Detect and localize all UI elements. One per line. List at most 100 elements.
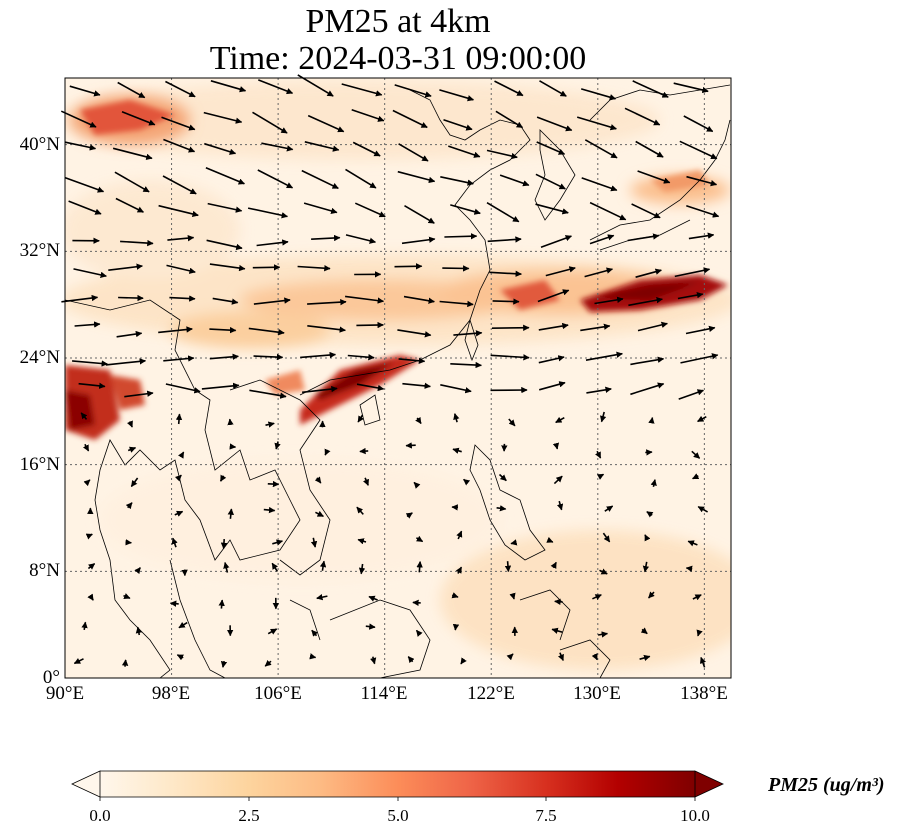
- wind-arrow: [555, 416, 565, 424]
- wind-arrow: [219, 474, 227, 482]
- wind-arrow: [494, 80, 524, 97]
- map-title-line1: PM25 at 4km: [305, 3, 491, 40]
- wind-arrow: [220, 539, 228, 550]
- wind-arrow: [451, 592, 459, 599]
- wind-arrow: [580, 323, 611, 332]
- colorbar-gradient: [100, 771, 695, 797]
- lat-tick-8n: 8°N: [29, 560, 60, 581]
- wind-arrow: [80, 412, 88, 420]
- wind-arrow: [161, 116, 196, 131]
- wind-arrow: [121, 659, 129, 667]
- wind-arrow: [536, 116, 573, 132]
- wind-arrow: [452, 447, 462, 454]
- wind-arrow: [311, 234, 341, 242]
- wind-arrow: [253, 353, 284, 361]
- wind-arrow: [443, 118, 473, 131]
- lat-tick-24n: 24°N: [19, 347, 60, 368]
- wind-arrow: [363, 477, 369, 486]
- wind-arrow: [248, 327, 285, 336]
- wind-arrow: [345, 234, 377, 244]
- wind-arrow: [272, 539, 284, 546]
- wind-arrow: [589, 201, 627, 221]
- wind-arrow: [439, 89, 475, 102]
- wind-arrow: [489, 270, 522, 277]
- wind-arrow: [205, 167, 245, 185]
- wind-arrow: [683, 115, 714, 133]
- wind-arrow: [686, 205, 720, 218]
- wind-arrow: [307, 325, 346, 333]
- wind-arrow: [345, 168, 377, 189]
- wind-arrow: [314, 476, 322, 484]
- wind-arrow: [456, 530, 463, 540]
- wind-arrow: [646, 511, 654, 518]
- wind-arrow: [591, 653, 598, 661]
- wind-arrow: [134, 567, 141, 575]
- colorbar-tick-10: 10.0: [680, 806, 710, 825]
- lat-tick-40n: 40°N: [19, 134, 60, 155]
- wind-arrow: [680, 353, 719, 364]
- wind-arrow: [165, 80, 196, 98]
- wind-arrow: [627, 233, 660, 242]
- wind-arrow: [130, 477, 139, 488]
- wind-arrow: [576, 116, 617, 131]
- wind-arrow: [580, 88, 617, 101]
- wind-arrow: [267, 480, 280, 488]
- wind-arrow: [412, 599, 421, 606]
- colorbar-tick-0: 0.0: [89, 806, 111, 825]
- wind-arrow: [586, 386, 612, 394]
- wind-arrow: [253, 297, 291, 305]
- colorbar: [71, 770, 724, 801]
- wind-arrow: [584, 267, 614, 278]
- wind-arrow: [126, 420, 133, 428]
- wind-arrow: [209, 326, 237, 334]
- wind-arrow: [495, 110, 524, 129]
- wind-arrow: [274, 441, 281, 450]
- wind-arrow: [439, 300, 474, 308]
- wind-arrow: [108, 263, 143, 271]
- wind-arrow: [354, 202, 386, 218]
- colorbar-tick-7-5: 7.5: [535, 806, 557, 825]
- wind-arrow: [639, 654, 651, 662]
- wind-arrow: [356, 506, 364, 515]
- wind-arrow: [300, 351, 337, 359]
- wind-arrow: [358, 563, 366, 575]
- wind-arrow: [158, 326, 193, 334]
- wind-arrow: [121, 111, 156, 126]
- wind-arrow: [176, 654, 184, 661]
- map-frame: [64, 77, 732, 679]
- wind-arrow: [125, 539, 132, 546]
- wind-arrow: [679, 140, 718, 160]
- wind-arrow: [316, 593, 328, 601]
- lat-tick-16n: 16°N: [19, 454, 60, 475]
- wind-arrow: [490, 354, 530, 361]
- wind-arrow: [85, 533, 93, 540]
- wind-arrow: [550, 561, 557, 569]
- wind-arrow: [416, 561, 423, 573]
- wind-arrow: [72, 360, 108, 367]
- wind-arrow: [584, 139, 618, 159]
- wind-arrow: [510, 539, 518, 546]
- wind-arrow: [178, 621, 188, 629]
- wind-arrow: [174, 474, 182, 482]
- wind-arrow: [124, 390, 154, 398]
- colorbar-over-arrow: [694, 770, 724, 798]
- wind-arrow: [87, 562, 96, 570]
- wind-arrow: [301, 169, 339, 190]
- wind-arrow: [553, 475, 563, 485]
- gridlines: [65, 78, 731, 678]
- wind-arrow: [223, 561, 230, 573]
- wind-arrow: [303, 202, 338, 214]
- wind-arrow: [171, 537, 178, 548]
- wind-arrow: [455, 566, 463, 574]
- wind-arrow: [551, 627, 563, 634]
- wind-arrow: [648, 416, 655, 424]
- wind-arrow: [597, 631, 609, 638]
- wind-arrow: [81, 621, 88, 631]
- wind-arrow: [453, 330, 483, 337]
- wind-arrow: [311, 629, 318, 637]
- wind-arrow: [685, 325, 716, 335]
- wind-arrow: [492, 298, 520, 305]
- lat-tick-0: 0°: [42, 667, 60, 688]
- colorbar-under-arrow: [71, 770, 101, 798]
- wind-arrow: [74, 321, 101, 328]
